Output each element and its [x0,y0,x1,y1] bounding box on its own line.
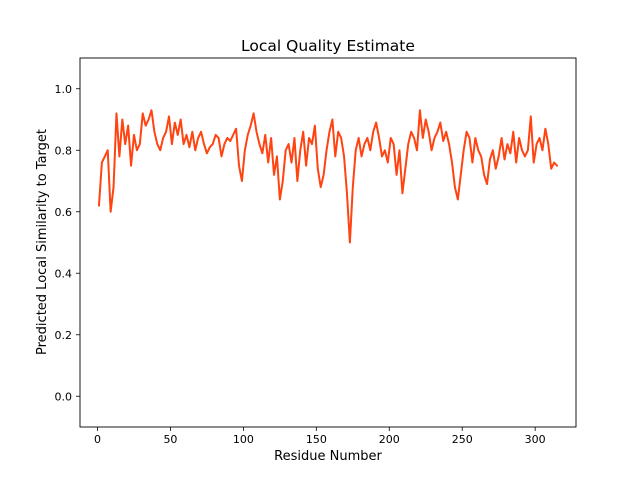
plot-area [80,58,576,427]
x-tick-label: 150 [306,433,327,446]
x-tick-label: 0 [94,433,101,446]
x-tick-label: 200 [379,433,400,446]
x-tick-label: 100 [233,433,254,446]
x-axis-label: Residue Number [274,449,382,464]
chart-title: Local Quality Estimate [241,37,415,55]
y-tick-label: 0.4 [55,267,73,280]
x-axis-ticks: 0 50 100 150 200 250 300 [94,427,546,446]
y-axis-label: Predicted Local Similarity to Target [35,129,50,355]
y-tick-label: 1.0 [55,83,73,96]
series-layer [97,109,559,244]
x-tick-label: 250 [452,433,473,446]
plot-frame [79,57,577,428]
series-line-0 [97,109,559,244]
x-tick-label: 50 [163,433,177,446]
y-tick-label: 0.0 [55,390,73,403]
x-tick-label: 300 [525,433,546,446]
y-axis-ticks: 0.0 0.2 0.4 0.6 0.8 1.0 [55,83,80,403]
y-tick-label: 0.8 [55,144,73,157]
y-tick-label: 0.6 [55,206,73,219]
y-tick-label: 0.2 [55,329,73,342]
